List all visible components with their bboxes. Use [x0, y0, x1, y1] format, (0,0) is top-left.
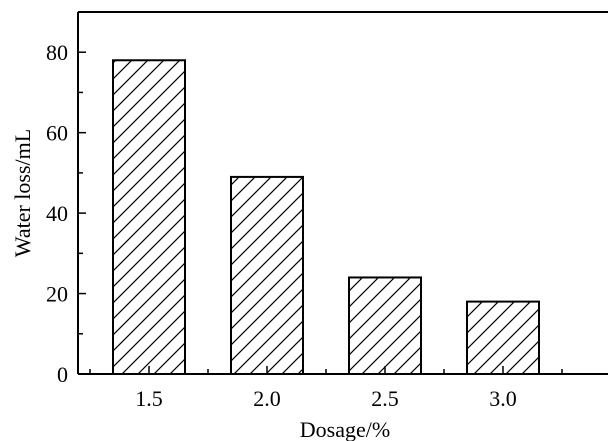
x-tick-label-2.0: 2.0: [253, 386, 281, 411]
y-tick-label-80: 80: [46, 40, 68, 65]
bar-3.0: [466, 300, 540, 376]
y-axis-label: Water loss/mL: [10, 129, 35, 257]
x-axis-label: Dosage/%: [300, 417, 390, 441]
x-tick-label-2.5: 2.5: [371, 386, 399, 411]
x-tick-label-1.5: 1.5: [135, 386, 163, 411]
bar-2.0: [230, 175, 304, 375]
y-tick-label-40: 40: [46, 201, 68, 226]
bar-1.5: [112, 59, 186, 376]
y-tick-label-20: 20: [46, 282, 68, 307]
x-ticks-group: 1.5 2.0 2.5 3.0: [89, 366, 563, 411]
axes-group: [77, 11, 608, 375]
y-tick-label-60: 60: [46, 121, 68, 146]
y-ticks-group: 0 20 40 60 80: [46, 11, 86, 387]
bars-group: [112, 59, 540, 376]
x-tick-label-3.0: 3.0: [489, 386, 517, 411]
y-tick-label-0: 0: [57, 362, 68, 387]
bar-2.5: [348, 276, 422, 376]
